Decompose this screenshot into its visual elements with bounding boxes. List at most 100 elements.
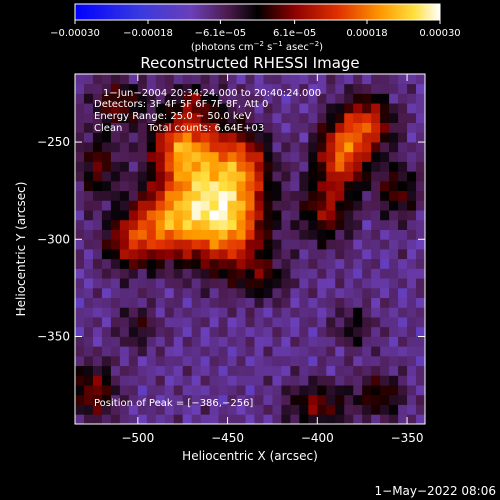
heatmap-cell bbox=[407, 394, 417, 405]
heatmap-cell bbox=[236, 112, 246, 124]
heatmap-cell bbox=[200, 336, 211, 347]
heatmap-cell bbox=[380, 171, 390, 182]
heatmap-cell bbox=[344, 336, 354, 347]
heatmap-cell bbox=[218, 83, 228, 94]
heatmap-cell bbox=[380, 249, 390, 260]
heatmap-cell bbox=[164, 355, 175, 367]
heatmap-cell bbox=[218, 103, 228, 114]
heatmap-cell bbox=[200, 132, 211, 143]
heatmap-cell bbox=[416, 93, 425, 104]
heatmap-cell bbox=[263, 219, 273, 230]
heatmap-cell bbox=[335, 83, 345, 94]
heatmap-cell bbox=[236, 200, 246, 211]
heatmap-cell bbox=[317, 161, 327, 172]
heatmap-cell bbox=[164, 180, 175, 192]
heatmap-cell bbox=[155, 122, 166, 133]
heatmap-cell bbox=[290, 132, 300, 143]
heatmap-cell bbox=[398, 375, 408, 386]
heatmap-cell bbox=[308, 375, 318, 386]
heatmap-cell bbox=[227, 249, 237, 260]
heatmap-cell bbox=[218, 200, 228, 211]
heatmap-cell bbox=[335, 132, 345, 143]
heatmap-cell bbox=[245, 219, 255, 230]
heatmap-cell bbox=[245, 317, 255, 328]
heatmap-cell bbox=[128, 200, 139, 211]
heatmap-cell bbox=[344, 307, 354, 318]
heatmap-cell bbox=[155, 355, 166, 367]
heatmap-cell bbox=[416, 297, 425, 308]
heatmap-cell bbox=[353, 219, 363, 230]
heatmap-cell bbox=[119, 278, 130, 289]
heatmap-cell bbox=[146, 336, 157, 347]
heatmap-cell bbox=[290, 346, 300, 357]
heatmap-cell bbox=[173, 414, 184, 424]
heatmap-cell bbox=[182, 180, 193, 192]
heatmap-cell bbox=[362, 268, 372, 279]
heatmap-cell bbox=[380, 151, 390, 162]
heatmap-cell bbox=[245, 375, 255, 386]
heatmap-cell bbox=[83, 307, 94, 318]
heatmap-cell bbox=[308, 385, 318, 396]
heatmap-cell bbox=[344, 200, 354, 211]
heatmap-cell bbox=[407, 200, 417, 211]
heatmap-cell bbox=[101, 268, 112, 279]
heatmap-cell bbox=[200, 317, 211, 328]
heatmap-cell bbox=[164, 375, 175, 386]
heatmap-cell bbox=[137, 375, 148, 386]
heatmap-cell bbox=[263, 297, 273, 308]
heatmap-cell bbox=[416, 385, 425, 396]
heatmap-cell bbox=[362, 414, 372, 424]
heatmap-cell bbox=[209, 394, 219, 405]
heatmap-cell bbox=[389, 103, 399, 114]
heatmap-cell bbox=[371, 336, 381, 347]
heatmap-cell bbox=[164, 83, 175, 94]
heatmap-cell bbox=[281, 404, 291, 415]
heatmap-cell bbox=[398, 414, 408, 424]
heatmap-cell bbox=[218, 112, 228, 124]
heatmap-cell bbox=[263, 210, 273, 221]
heatmap-cell bbox=[254, 287, 264, 299]
heatmap-cell bbox=[209, 161, 219, 172]
heatmap-cell bbox=[245, 200, 255, 211]
heatmap-cell bbox=[218, 307, 228, 318]
heatmap-cell bbox=[110, 414, 121, 424]
heatmap-cell bbox=[245, 239, 255, 250]
heatmap-cell bbox=[92, 161, 103, 172]
heatmap-cell bbox=[344, 74, 354, 85]
heatmap-cell bbox=[137, 385, 148, 396]
heatmap-cell bbox=[83, 171, 94, 182]
heatmap-cell bbox=[227, 297, 237, 308]
heatmap-cell bbox=[83, 414, 94, 424]
heatmap-cell bbox=[371, 161, 381, 172]
heatmap-cell bbox=[83, 103, 94, 114]
heatmap-cell bbox=[128, 414, 139, 424]
heatmap-cell bbox=[371, 258, 381, 269]
heatmap-cell bbox=[200, 307, 211, 318]
heatmap-cell bbox=[407, 336, 417, 347]
heatmap-cell bbox=[335, 239, 345, 250]
heatmap-cell bbox=[101, 346, 112, 357]
heatmap-cell bbox=[245, 326, 255, 337]
heatmap-cell bbox=[362, 394, 372, 405]
heatmap-cell bbox=[245, 151, 255, 162]
heatmap-cell bbox=[164, 287, 175, 299]
heatmap-cell bbox=[326, 278, 336, 289]
heatmap-cell bbox=[182, 404, 193, 415]
heatmap-cell bbox=[227, 385, 237, 396]
heatmap-cell bbox=[272, 229, 282, 240]
heatmap-cell bbox=[290, 287, 300, 299]
heatmap-cell bbox=[299, 394, 309, 405]
heatmap-cell bbox=[245, 287, 255, 299]
heatmap-cell bbox=[155, 326, 166, 337]
heatmap-cell bbox=[362, 83, 372, 94]
heatmap-cell bbox=[137, 122, 148, 133]
heatmap-cell bbox=[182, 210, 193, 221]
heatmap-cell bbox=[182, 132, 193, 143]
heatmap-cell bbox=[380, 219, 390, 230]
heatmap-cell bbox=[398, 132, 408, 143]
heatmap-cell bbox=[173, 103, 184, 114]
heatmap-cell bbox=[371, 83, 381, 94]
heatmap-cell bbox=[380, 132, 390, 143]
heatmap-cell bbox=[119, 180, 130, 192]
heatmap-cell bbox=[75, 171, 85, 182]
